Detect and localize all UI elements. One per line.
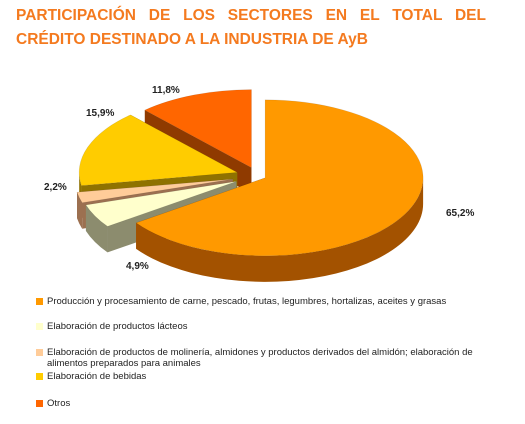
legend-swatch-carne (36, 298, 43, 305)
chart-title-line-1: PARTICIPACIÓN DE LOS SECTORES EN EL TOTA… (16, 7, 486, 24)
pie-chart: 65,2% 4,9% 2,2% 15,9% 11,8% (44, 85, 474, 282)
legend-swatch-otros (36, 400, 43, 407)
legend-swatch-bebidas (36, 373, 43, 380)
data-label-lacteos: 4,9% (126, 261, 149, 272)
legend-item-molineria: Elaboración de productos de molinería, a… (36, 347, 476, 369)
legend-label-carne: Producción y procesamiento de carne, pes… (47, 296, 447, 307)
legend-label-bebidas: Elaboración de bebidas (47, 371, 147, 382)
legend-label-molineria: Elaboración de productos de molinería, a… (47, 347, 473, 369)
chart-title: PARTICIPACIÓN DE LOS SECTORES EN EL TOTA… (16, 4, 486, 52)
legend-label-otros: Otros (47, 398, 71, 409)
legend-label-lacteos: Elaboración de productos lácteos (47, 321, 188, 332)
data-label-molineria: 2,2% (44, 182, 67, 193)
legend-item-lacteos: Elaboración de productos lácteos (36, 321, 187, 332)
legend-swatch-molineria (36, 349, 43, 356)
chart-title-line-2: CRÉDITO DESTINADO A LA INDUSTRIA DE AyB (16, 31, 368, 48)
pie-slice-carne (135, 99, 424, 282)
legend-swatch-lacteos (36, 323, 43, 330)
legend-item-bebidas: Elaboración de bebidas (36, 371, 146, 382)
legend-item-otros: Otros (36, 398, 70, 409)
legend-item-carne: Producción y procesamiento de carne, pes… (36, 296, 446, 307)
data-label-bebidas: 15,9% (86, 108, 114, 119)
data-label-carne: 65,2% (446, 208, 474, 219)
data-label-otros: 11,8% (152, 85, 180, 96)
